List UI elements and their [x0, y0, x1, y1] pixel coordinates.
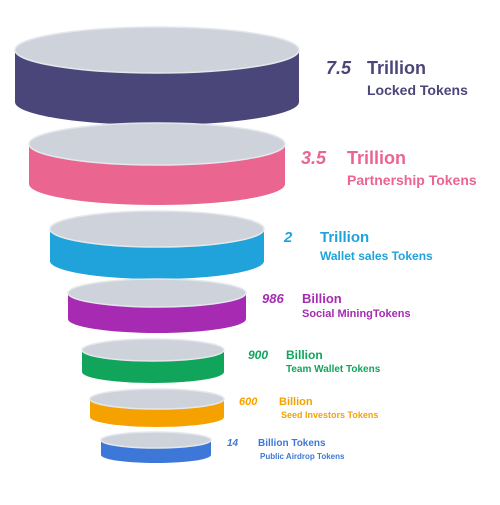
funnel-disc-wallet-sales	[50, 211, 264, 279]
tier-unit: Billion	[302, 291, 342, 306]
tier-amount: 14	[227, 438, 238, 449]
disc-top	[29, 123, 285, 165]
funnel-disc-partnership	[29, 123, 285, 205]
tier-name: Public Airdrop Tokens	[260, 452, 344, 461]
tier-unit: Billion	[279, 396, 313, 408]
disc-top	[15, 27, 299, 73]
tier-name: Locked Tokens	[367, 82, 468, 98]
disc-top	[90, 389, 224, 409]
tier-amount: 600	[239, 396, 257, 408]
tier-name: Partnership Tokens	[347, 172, 477, 188]
funnel-disc-public-airdrop	[101, 432, 211, 463]
tier-unit: Trillion	[367, 58, 426, 79]
funnel-disc-seed-investors	[90, 389, 224, 427]
tier-amount: 986	[262, 291, 284, 306]
funnel-disc-team-wallet	[82, 339, 224, 383]
funnel-disc-social-mining	[68, 279, 246, 333]
disc-top	[50, 211, 264, 247]
tier-unit: Billion Tokens	[258, 438, 326, 449]
disc-top	[68, 279, 246, 307]
tier-name: Social MiningTokens	[302, 308, 411, 320]
tier-unit: Billion	[286, 348, 323, 362]
tier-name: Wallet sales Tokens	[320, 249, 433, 263]
tier-amount: 2	[284, 229, 292, 246]
tier-amount: 3.5	[301, 148, 326, 169]
disc-top	[101, 432, 211, 448]
tier-unit: Trillion	[320, 229, 369, 246]
tier-amount: 7.5	[326, 58, 351, 79]
tier-name: Team Wallet Tokens	[286, 364, 380, 375]
tier-unit: Trillion	[347, 148, 406, 169]
disc-top	[82, 339, 224, 361]
tier-name: Seed Investors Tokens	[281, 410, 378, 420]
tier-amount: 900	[248, 348, 268, 362]
funnel-disc-locked	[15, 27, 299, 125]
